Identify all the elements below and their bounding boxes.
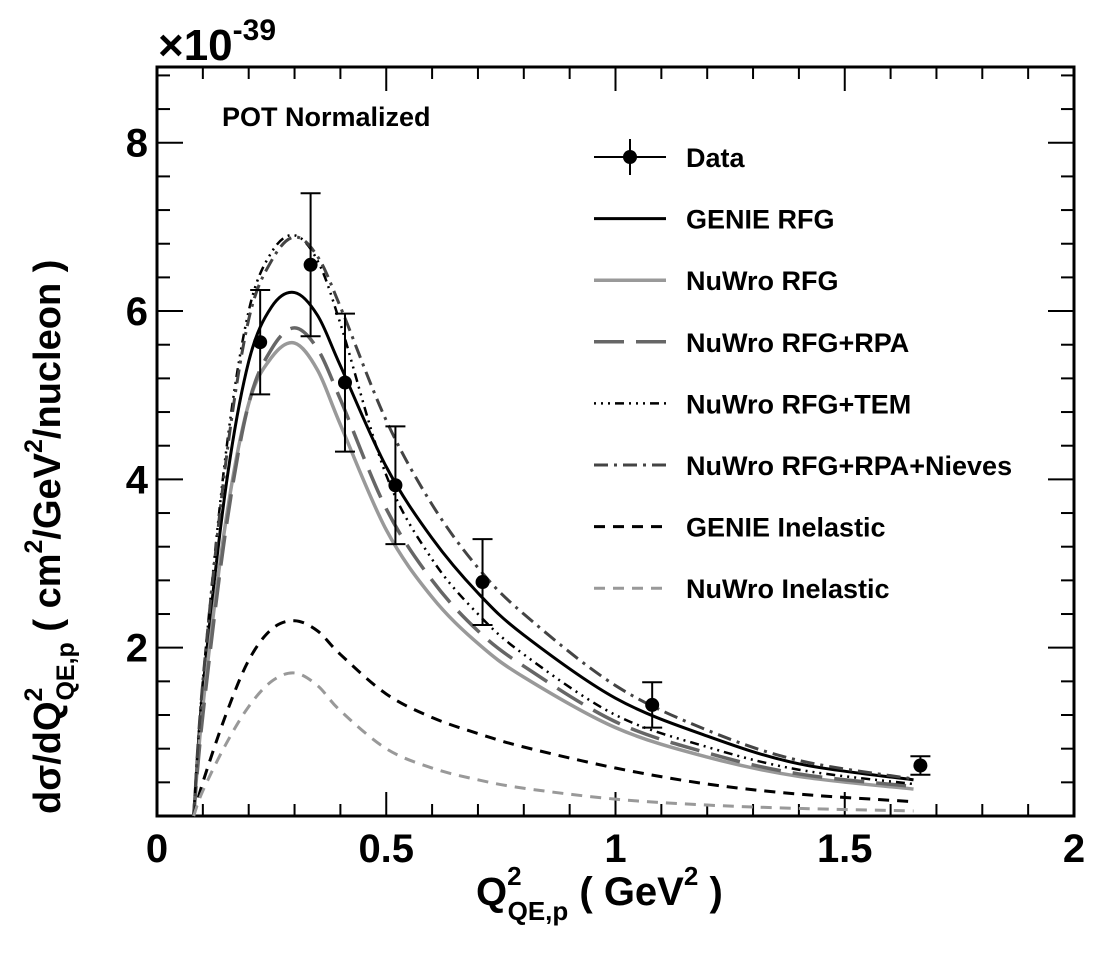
legend-label: NuWro RFG+RPA+Nieves xyxy=(686,451,1012,481)
x-axis: 0 0.5 1 1.5 2 xyxy=(146,67,1085,871)
legend-item-5: GENIE Inelastic xyxy=(594,513,886,543)
legend-label: NuWro RFG xyxy=(686,266,838,296)
x-tick-label: 2 xyxy=(1063,827,1085,871)
x-tick-label: 1 xyxy=(604,827,626,871)
legend-label: Data xyxy=(686,143,746,173)
legend-item-0: GENIE RFG xyxy=(594,205,835,235)
legend-label: NuWro RFG+RPA xyxy=(686,328,909,358)
multiplier-exponent: -39 xyxy=(233,14,276,47)
legend-label: GENIE RFG xyxy=(686,205,835,235)
data-point xyxy=(645,697,660,712)
y-tick-label: 2 xyxy=(126,627,148,671)
legend-item-2: NuWro RFG+RPA xyxy=(594,328,909,358)
data-point xyxy=(913,758,928,773)
y-tick-label: 8 xyxy=(126,122,148,166)
legend-item-data: Data xyxy=(594,139,746,175)
axis-multiplier: ×10-39 xyxy=(158,14,276,70)
series-line-0 xyxy=(192,290,914,817)
x-tick-label: 0 xyxy=(146,827,168,871)
data-point xyxy=(303,257,318,272)
legend-item-6: NuWro Inelastic xyxy=(594,574,890,604)
data-point xyxy=(337,375,352,390)
data-points-layer xyxy=(250,192,931,776)
data-point xyxy=(388,478,403,493)
y-axis-label: dσ/dQ2 QE,p ( cm2/GeV2/nucleon ) xyxy=(20,260,80,814)
y-tick-label: 6 xyxy=(126,290,148,334)
y-tick-label: 4 xyxy=(126,458,149,502)
legend-label: NuWro RFG+TEM xyxy=(686,389,911,419)
legend-item-4: NuWro RFG+RPA+Nieves xyxy=(594,451,1012,481)
series-line-4 xyxy=(192,235,914,817)
series-line-5 xyxy=(192,619,914,817)
multiplier-prefix: ×10 xyxy=(158,21,233,70)
x-tick-label: 1.5 xyxy=(817,827,873,871)
legend-marker-point xyxy=(623,150,637,164)
legend-item-1: NuWro RFG xyxy=(594,266,838,296)
series-layer xyxy=(191,233,914,817)
legend: Data GENIE RFG NuWro RFG NuWro RFG+RPA NuWro… xyxy=(594,139,1012,604)
legend-label: NuWro Inelastic xyxy=(686,574,890,604)
plot-frame xyxy=(155,65,1076,818)
series-line-2 xyxy=(191,326,914,817)
data-point xyxy=(253,335,268,350)
data-point xyxy=(475,575,490,590)
x-tick-label: 0.5 xyxy=(358,827,414,871)
annotation-text: POT Normalized xyxy=(222,102,431,132)
legend-item-3: NuWro RFG+TEM xyxy=(594,389,911,419)
x-axis-label: Q2 QE,p ( GeV2 ) xyxy=(476,861,723,926)
series-line-3 xyxy=(192,233,914,817)
legend-label: GENIE Inelastic xyxy=(686,513,886,543)
y-axis: 2 4 6 8 xyxy=(126,74,1074,817)
